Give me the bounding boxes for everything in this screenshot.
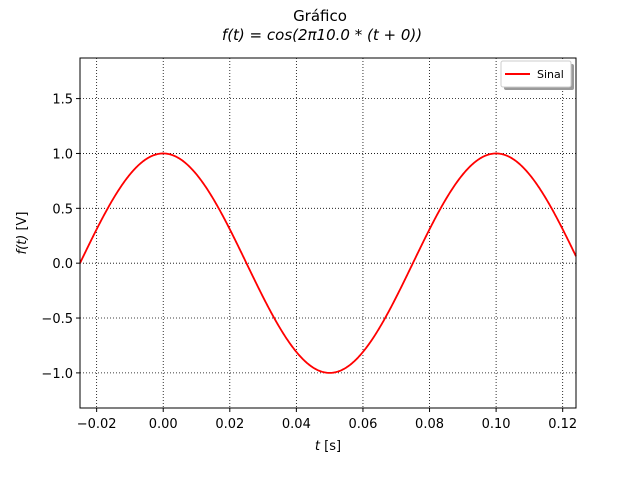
y-axis-label: f(t) [V] [15,212,30,255]
x-axis-label: t [s] [315,439,341,454]
chart-title: Gráfico [293,7,347,25]
y-tick-label: 1.0 [52,147,73,162]
x-axis: −0.02 0.00 0.02 0.04 0.06 0.08 0.10 0.12 [77,408,577,432]
y-axis-label-var: f(t) [15,235,30,255]
y-tick-label: 0.0 [52,257,73,272]
series-layer [79,152,577,374]
x-tick-label: −0.02 [77,417,117,432]
series-line-sinal [79,152,577,374]
y-tick-label: −0.5 [41,312,73,327]
chart-subtitle: f(t) = cos(2π10.0 * (t + 0)) [222,26,422,44]
x-tick-label: 0.08 [415,417,444,432]
x-axis-label-unit: [s] [320,439,341,454]
plot-area [80,58,576,408]
x-tick-label: 0.04 [282,417,311,432]
x-axis-label-var: t [315,439,321,454]
x-tick-label: 0.12 [548,417,577,432]
x-tick-label: 0.02 [215,417,244,432]
y-axis-label-unit: [V] [15,212,30,235]
plot-frame [79,57,577,409]
y-tick-label: −1.0 [41,367,73,382]
legend: Sinal [500,60,574,90]
legend-box [500,60,572,88]
y-axis: −1.0 −0.5 0.0 0.5 1.0 1.5 [41,93,80,382]
x-tick-label: 0.10 [482,417,511,432]
grid [80,58,576,408]
y-tick-label: 1.5 [52,93,73,108]
legend-label-sinal: Sinal [537,68,564,81]
x-tick-label: 0.00 [149,417,178,432]
y-tick-label: 0.5 [52,202,73,217]
x-tick-label: 0.06 [348,417,377,432]
